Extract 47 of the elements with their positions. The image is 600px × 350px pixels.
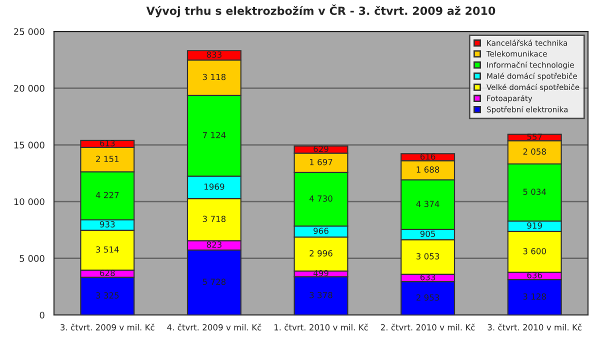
data-label: 3 118 xyxy=(202,74,226,80)
chart-title: Vývoj trhu s elektrozbožím v ČR - 3. čtvrt. 2009 až 2010 xyxy=(146,4,496,18)
data-label: 4 730 xyxy=(309,195,332,202)
x-tick-label: 1. čtvrt. 2010 v mil. Kč xyxy=(274,324,368,330)
data-label: 2 953 xyxy=(416,294,440,301)
data-label: 1 697 xyxy=(310,158,332,166)
y-tick-label: 20 000 xyxy=(14,84,44,92)
data-label: 3 325 xyxy=(96,292,119,299)
data-label: 4 374 xyxy=(416,200,440,208)
data-label: 3 600 xyxy=(523,248,546,254)
data-label: 5 034 xyxy=(523,188,546,195)
data-label: 4 227 xyxy=(96,192,119,198)
data-label: 3 378 xyxy=(310,292,332,298)
y-tick-label: 5 000 xyxy=(20,255,44,262)
y-tick-label: 25 000 xyxy=(14,28,44,36)
y-tick-label: 10 000 xyxy=(14,198,44,206)
data-label: 1969 xyxy=(204,184,224,190)
data-label: 3 718 xyxy=(202,216,226,222)
data-label: 636 xyxy=(527,272,542,278)
data-label: 2 058 xyxy=(523,148,546,155)
data-label: 1 688 xyxy=(416,166,440,173)
data-label: 2 996 xyxy=(310,250,332,256)
data-label: 823 xyxy=(206,241,222,248)
x-tick-label: 2. čtvrt. 2010 v mil. Kč xyxy=(380,324,475,330)
data-label: 628 xyxy=(100,270,115,276)
data-label: 613 xyxy=(100,140,115,146)
data-label: 5 728 xyxy=(202,278,226,285)
data-label: 933 xyxy=(100,221,115,228)
x-tick-label: 4. čtvrt. 2009 v mil. Kč xyxy=(167,324,262,330)
data-label: 633 xyxy=(420,274,436,280)
data-label: 3 053 xyxy=(416,253,440,260)
x-tick-label: 3. čtvrt. 2009 v mil. Kč xyxy=(60,324,154,330)
data-label: 499 xyxy=(313,270,328,276)
data-label: 833 xyxy=(206,51,222,58)
data-label: 629 xyxy=(314,146,328,152)
data-label: 557 xyxy=(527,134,542,140)
y-tick-label: 15 000 xyxy=(14,142,44,148)
data-label: 3 514 xyxy=(96,246,119,253)
data-label: 919 xyxy=(527,222,542,229)
data-label: 905 xyxy=(420,230,436,237)
data-label: 966 xyxy=(314,228,328,234)
data-label: 2 151 xyxy=(96,156,119,162)
data-label: 7 124 xyxy=(202,132,226,138)
y-tick-label: 0 xyxy=(40,312,44,319)
x-tick-label: 3. čtvrt. 2010 v mil. Kč xyxy=(488,324,582,330)
data-label: 3 128 xyxy=(523,293,546,300)
data-label: 616 xyxy=(420,153,436,160)
